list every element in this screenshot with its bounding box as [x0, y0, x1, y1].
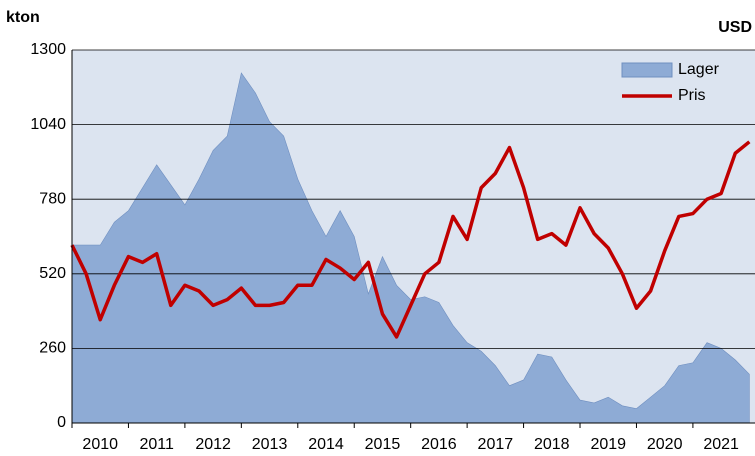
x-tick-label: 2010 [82, 436, 118, 453]
x-tick-label: 2021 [703, 436, 739, 453]
line [70, 140, 751, 339]
y-tick-label: 1040 [30, 116, 66, 133]
area [71, 72, 750, 424]
y-tick-label: 780 [39, 190, 66, 207]
legend-label: Lager [678, 61, 720, 78]
y-axis-label: kton [6, 9, 40, 26]
legend-swatch [621, 62, 673, 78]
x-tick-label: 2012 [195, 436, 231, 453]
x-tick-label: 2015 [365, 436, 401, 453]
y-tick-label: 260 [39, 340, 66, 357]
y2-axis-label: USD [718, 19, 752, 36]
x-tick-label: 2016 [421, 436, 457, 453]
x-tick-label: 2018 [534, 436, 570, 453]
x-tick-label: 2020 [647, 436, 683, 453]
x-tick-label: 2013 [252, 436, 288, 453]
x-tick-label: 2019 [590, 436, 626, 453]
y-tick-label: 0 [57, 414, 66, 431]
x-tick-label: 2017 [478, 436, 514, 453]
x-tick-label: 2011 [139, 436, 174, 453]
y-tick-label: 1300 [30, 41, 66, 58]
legend-label: Pris [678, 87, 706, 104]
x-tick-label: 2014 [308, 436, 344, 453]
y-tick-label: 520 [39, 265, 66, 282]
